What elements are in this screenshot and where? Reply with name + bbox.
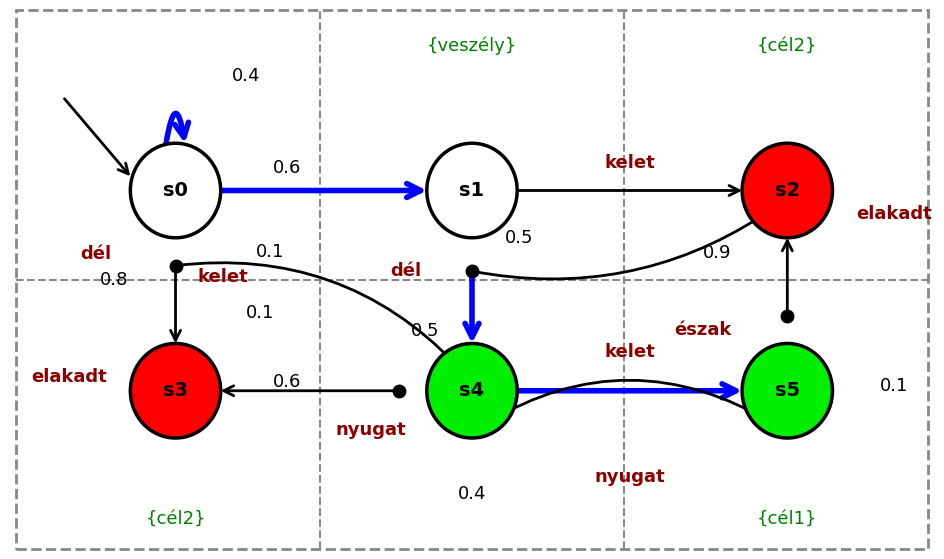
- Ellipse shape: [427, 343, 517, 438]
- Ellipse shape: [742, 343, 833, 438]
- Text: kelet: kelet: [197, 268, 248, 286]
- Ellipse shape: [742, 143, 833, 238]
- Text: s2: s2: [775, 181, 800, 200]
- Text: elakadt: elakadt: [31, 368, 107, 386]
- Text: elakadt: elakadt: [856, 205, 932, 223]
- Ellipse shape: [427, 143, 517, 238]
- Text: kelet: kelet: [604, 154, 655, 172]
- Text: 0.4: 0.4: [232, 68, 261, 86]
- Text: 0.6: 0.6: [273, 159, 301, 177]
- Text: dél: dél: [391, 262, 422, 280]
- Text: s4: s4: [460, 381, 484, 400]
- Text: 0.5: 0.5: [505, 229, 533, 247]
- Text: 0.1: 0.1: [880, 377, 908, 395]
- Text: s3: s3: [163, 381, 188, 400]
- Text: {cél2}: {cél2}: [757, 37, 818, 55]
- Text: {cél2}: {cél2}: [145, 510, 206, 528]
- Text: 0.4: 0.4: [458, 485, 486, 503]
- Text: 0.8: 0.8: [100, 271, 128, 288]
- Text: s5: s5: [775, 381, 800, 400]
- Text: 0.9: 0.9: [702, 244, 731, 262]
- Text: 0.5: 0.5: [411, 322, 439, 340]
- Ellipse shape: [130, 343, 221, 438]
- Text: 0.6: 0.6: [273, 373, 301, 391]
- Text: s1: s1: [460, 181, 484, 200]
- Text: észak: észak: [674, 320, 732, 339]
- Text: dél: dél: [80, 245, 111, 263]
- Text: nyugat: nyugat: [335, 421, 406, 439]
- Text: s0: s0: [163, 181, 188, 200]
- Text: 0.1: 0.1: [256, 243, 284, 260]
- Ellipse shape: [130, 143, 221, 238]
- Text: 0.1: 0.1: [246, 304, 275, 322]
- Text: kelet: kelet: [604, 343, 655, 361]
- Text: {cél1}: {cél1}: [757, 510, 818, 528]
- Text: {veszély}: {veszély}: [427, 37, 517, 55]
- Text: nyugat: nyugat: [595, 468, 665, 486]
